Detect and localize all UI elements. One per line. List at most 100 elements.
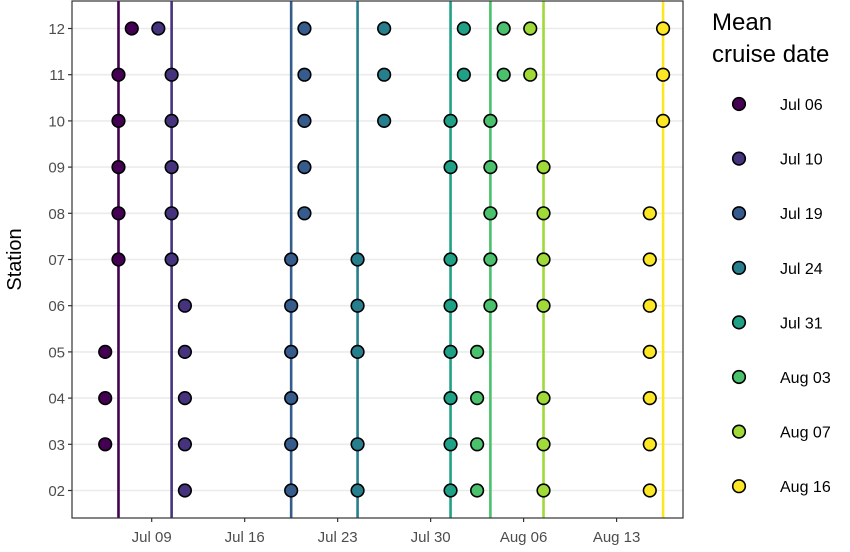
- data-point: [483, 160, 498, 175]
- data-point: [483, 113, 498, 128]
- data-point: [111, 113, 126, 128]
- data-point: [377, 113, 392, 128]
- data-point: [124, 21, 139, 36]
- data-point: [177, 483, 193, 498]
- legend-key-dot: [731, 260, 747, 275]
- data-point: [111, 67, 126, 82]
- legend-key-dot: [731, 151, 747, 166]
- y-tick-label: 10: [48, 113, 65, 130]
- x-tick-label: Jul 23: [318, 529, 358, 546]
- data-point: [151, 21, 166, 36]
- data-points: [98, 21, 671, 498]
- x-tick-label: Jul 16: [225, 529, 265, 546]
- data-point: [177, 437, 193, 452]
- legend: Mean cruise date Jul 06 Jul 10 Jul 19 Jul 24…: [712, 9, 831, 513]
- data-point: [443, 160, 458, 175]
- legend-key-dot: [731, 369, 747, 385]
- data-point: [297, 206, 312, 221]
- data-point: [284, 391, 299, 406]
- y-axis-title: Station: [4, 228, 26, 290]
- data-point: [98, 437, 113, 452]
- data-point: [350, 252, 365, 267]
- y-tick-label: 02: [48, 483, 65, 500]
- data-point: [642, 437, 657, 452]
- data-point: [164, 206, 179, 221]
- legend-key-dot: [731, 315, 747, 330]
- legend-label: Aug 03: [780, 370, 831, 387]
- legend-items: Jul 06 Jul 10 Jul 19 Jul 24 Jul 31 Aug 03 Aug …: [731, 96, 831, 496]
- legend-key-dot: [731, 96, 747, 112]
- data-point: [536, 206, 551, 221]
- data-point: [284, 252, 299, 267]
- data-point: [350, 483, 365, 498]
- x-tick-label: Jul 09: [132, 529, 172, 546]
- data-point: [443, 437, 458, 452]
- data-point: [642, 206, 657, 221]
- y-tick-label: 12: [48, 21, 65, 38]
- data-point: [642, 344, 657, 360]
- legend-label: Jul 24: [780, 261, 823, 278]
- data-point: [98, 391, 113, 406]
- legend-label: Aug 07: [780, 425, 831, 442]
- data-point: [443, 391, 458, 406]
- legend-key-dot: [731, 424, 747, 439]
- legend-label: Jul 10: [780, 152, 823, 169]
- data-point: [443, 298, 458, 313]
- data-point: [483, 252, 498, 267]
- data-point: [536, 437, 551, 452]
- data-point: [483, 298, 498, 313]
- data-point: [536, 252, 551, 267]
- data-point: [443, 252, 458, 267]
- data-point: [496, 21, 511, 36]
- y-tick-label: 09: [48, 160, 65, 177]
- legend-title-line: cruise date: [712, 41, 829, 68]
- y-tick-label: 06: [48, 298, 65, 315]
- data-point: [284, 483, 299, 498]
- data-point: [164, 113, 179, 128]
- data-point: [470, 391, 485, 406]
- y-tick-label: 04: [48, 391, 65, 408]
- legend-label: Aug 16: [780, 479, 831, 496]
- legend-label: Jul 06: [780, 97, 823, 114]
- data-point: [456, 67, 471, 82]
- data-point: [536, 391, 551, 406]
- data-point: [443, 483, 458, 498]
- legend-key-dot: [731, 479, 747, 494]
- data-point: [377, 21, 392, 36]
- data-point: [523, 21, 538, 36]
- data-point: [470, 344, 485, 360]
- data-point: [177, 391, 193, 406]
- data-point: [523, 67, 538, 82]
- legend-title: Mean cruise date: [712, 9, 829, 68]
- data-point: [297, 21, 312, 36]
- data-point: [655, 21, 671, 36]
- data-point: [284, 344, 299, 360]
- data-point: [470, 437, 485, 452]
- data-point: [350, 344, 365, 360]
- data-point: [642, 252, 657, 267]
- data-point: [111, 206, 126, 221]
- x-axis: Jul 09 Jul 16 Jul 23 Jul 30 Aug 06 Aug 13: [132, 518, 641, 546]
- data-point: [177, 344, 193, 360]
- data-point: [536, 483, 551, 498]
- y-tick-label: 05: [48, 344, 65, 361]
- y-tick-label: 07: [48, 252, 65, 269]
- x-tick-label: Aug 13: [593, 529, 641, 546]
- y-tick-label: 03: [48, 437, 65, 454]
- data-point: [456, 21, 471, 36]
- data-point: [642, 483, 657, 498]
- data-point: [164, 67, 179, 82]
- data-point: [655, 67, 671, 82]
- data-point: [284, 298, 299, 313]
- data-point: [284, 437, 299, 452]
- data-point: [483, 206, 498, 221]
- data-point: [536, 160, 551, 175]
- y-tick-label: 11: [49, 67, 65, 84]
- data-point: [655, 113, 671, 128]
- data-point: [111, 252, 126, 267]
- data-point: [642, 391, 657, 406]
- data-point: [377, 67, 392, 82]
- data-point: [164, 160, 179, 175]
